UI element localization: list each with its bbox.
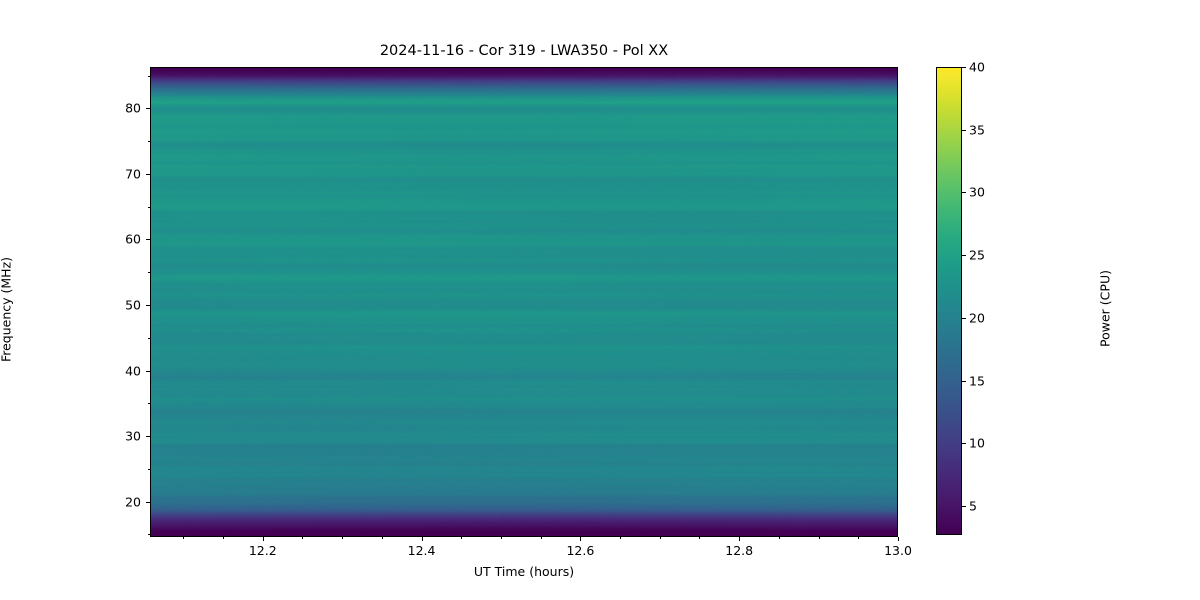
colorbar-tick-mark [962, 129, 966, 131]
y-tick-mark [146, 501, 150, 503]
y-tick-mark-minor [147, 141, 150, 143]
y-tick-label: 70 [125, 166, 141, 182]
colorbar-tick-label: 5 [969, 498, 977, 514]
x-tick-mark [421, 537, 423, 541]
colorbar-gradient [937, 68, 961, 534]
y-tick-mark [146, 370, 150, 372]
y-tick-label: 60 [125, 231, 141, 247]
x-tick-mark [739, 537, 741, 541]
x-tick-mark [262, 537, 264, 541]
x-tick-mark [898, 537, 899, 541]
colorbar-tick-mark [962, 192, 966, 194]
x-tick-mark-minor [699, 537, 701, 540]
colorbar-tick-label: 40 [969, 59, 985, 75]
y-tick-mark [146, 239, 150, 241]
page-title: 2024-11-16 - Cor 319 - LWA350 - Pol XX [379, 43, 669, 59]
colorbar-tick-label: 35 [969, 122, 985, 138]
y-tick-mark-minor [147, 534, 150, 536]
x-tick-mark-minor [778, 537, 780, 540]
x-tick-label: 12.8 [725, 543, 754, 558]
x-tick-label: 12.2 [248, 543, 277, 558]
y-tick-mark-minor [147, 206, 150, 208]
y-tick-mark-minor [147, 403, 150, 405]
x-tick-mark-minor [183, 537, 185, 540]
colorbar-tick-mark [962, 67, 966, 68]
colorbar-tick-label: 30 [969, 184, 985, 200]
y-tick-mark-minor [147, 75, 150, 77]
y-tick-label: 20 [125, 494, 141, 510]
x-tick-mark [580, 537, 582, 541]
x-tick-mark-minor [500, 537, 502, 540]
colorbar-tick-mark [962, 506, 966, 508]
x-tick-mark-minor [818, 537, 820, 540]
y-tick-mark [146, 173, 150, 175]
x-tick-mark-minor [342, 537, 344, 540]
y-tick-label: 30 [125, 428, 141, 444]
y-tick-mark-minor [147, 468, 150, 470]
colorbar-tick-mark [962, 255, 966, 257]
x-tick-label: 12.4 [407, 543, 436, 558]
colorbar-tick-mark [962, 380, 966, 382]
y-tick-mark-minor [147, 272, 150, 274]
x-tick-mark-minor [223, 537, 225, 540]
y-tick-mark [146, 108, 150, 110]
x-tick-label: 13.0 [884, 543, 912, 558]
x-tick-mark-minor [540, 537, 542, 540]
x-axis-label: UT Time (hours) [473, 564, 575, 579]
colorbar-tick-mark [962, 443, 966, 445]
y-tick-mark [146, 304, 150, 306]
colorbar-tick-label: 10 [969, 435, 985, 451]
colorbar-tick-label: 20 [969, 310, 985, 326]
x-tick-mark-minor [302, 537, 304, 540]
colorbar[interactable] [936, 67, 962, 535]
y-tick-label: 80 [125, 100, 141, 116]
colorbar-tick-label: 15 [969, 373, 985, 389]
colorbar-tick-mark [962, 317, 966, 319]
y-tick-label: 50 [125, 297, 141, 313]
x-tick-mark-minor [461, 537, 463, 540]
y-tick-label: 40 [125, 363, 141, 378]
y-tick-mark-minor [147, 337, 150, 339]
colorbar-label: Power (CPU) [1097, 270, 1113, 347]
y-axis-label: Frequency (MHz) [0, 256, 14, 363]
x-tick-mark-minor [381, 537, 383, 540]
colorbar-tick-label: 25 [969, 247, 985, 263]
x-tick-mark-minor [858, 537, 860, 540]
x-tick-mark-minor [659, 537, 661, 540]
x-tick-label: 12.6 [566, 543, 595, 558]
y-tick-mark [146, 436, 150, 438]
spectrogram-image [151, 68, 897, 536]
spectrogram-axes[interactable] [150, 67, 898, 537]
x-tick-mark-minor [620, 537, 622, 540]
spectrogram-pixels [151, 68, 897, 536]
